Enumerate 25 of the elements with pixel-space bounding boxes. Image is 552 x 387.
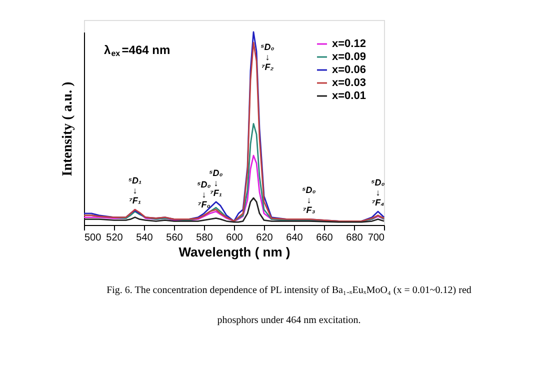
legend-label: x=0.09: [332, 51, 366, 63]
annotation: ⁵D₁ ↓ ⁷F₁: [128, 176, 142, 206]
text: Fig. 6. The concentration dependence of PL intensity of Ba₁₋ₓEuₓMoO₄ (x = 0.01~0.12) red phosphors under 464 nm excitation.: [106, 285, 472, 326]
x-tick-label: 600: [226, 232, 244, 244]
annotation: ⁵D₀ ↓ ⁷F₀: [197, 179, 212, 210]
x-tick-label: 580: [196, 232, 214, 244]
x-tick-label: 520: [106, 232, 124, 244]
x-tick-label: 660: [316, 232, 334, 244]
x-axis-title: Wavelength ( nm ): [178, 244, 290, 260]
legend-label: x=0.06: [332, 64, 366, 76]
legend-label: x=0.12: [332, 38, 366, 50]
annotation: ⁵D₀ ↓ ⁷F₁: [209, 168, 224, 198]
annotation: ⁵D₀ ↓ ⁷F₂: [260, 42, 275, 72]
x-tick-label: 680: [346, 232, 364, 244]
legend-label: x=0.01: [332, 90, 366, 102]
x-tick-label: 560: [166, 232, 184, 244]
x-tick-label: 640: [286, 232, 304, 244]
x-tick-label: 540: [136, 232, 154, 244]
y-axis-title: Intensity ( a.u. ): [60, 81, 76, 176]
x-tick-label: 500: [84, 232, 102, 244]
annotation: ⁵D₀ ↓ ⁷F₄: [371, 177, 386, 208]
legend-label: x=0.03: [332, 77, 366, 89]
x-tick-label: 700: [368, 232, 385, 244]
x-tick-label: 620: [256, 232, 274, 244]
annotation: ⁵D₀ ↓ ⁷F₃: [302, 185, 316, 216]
